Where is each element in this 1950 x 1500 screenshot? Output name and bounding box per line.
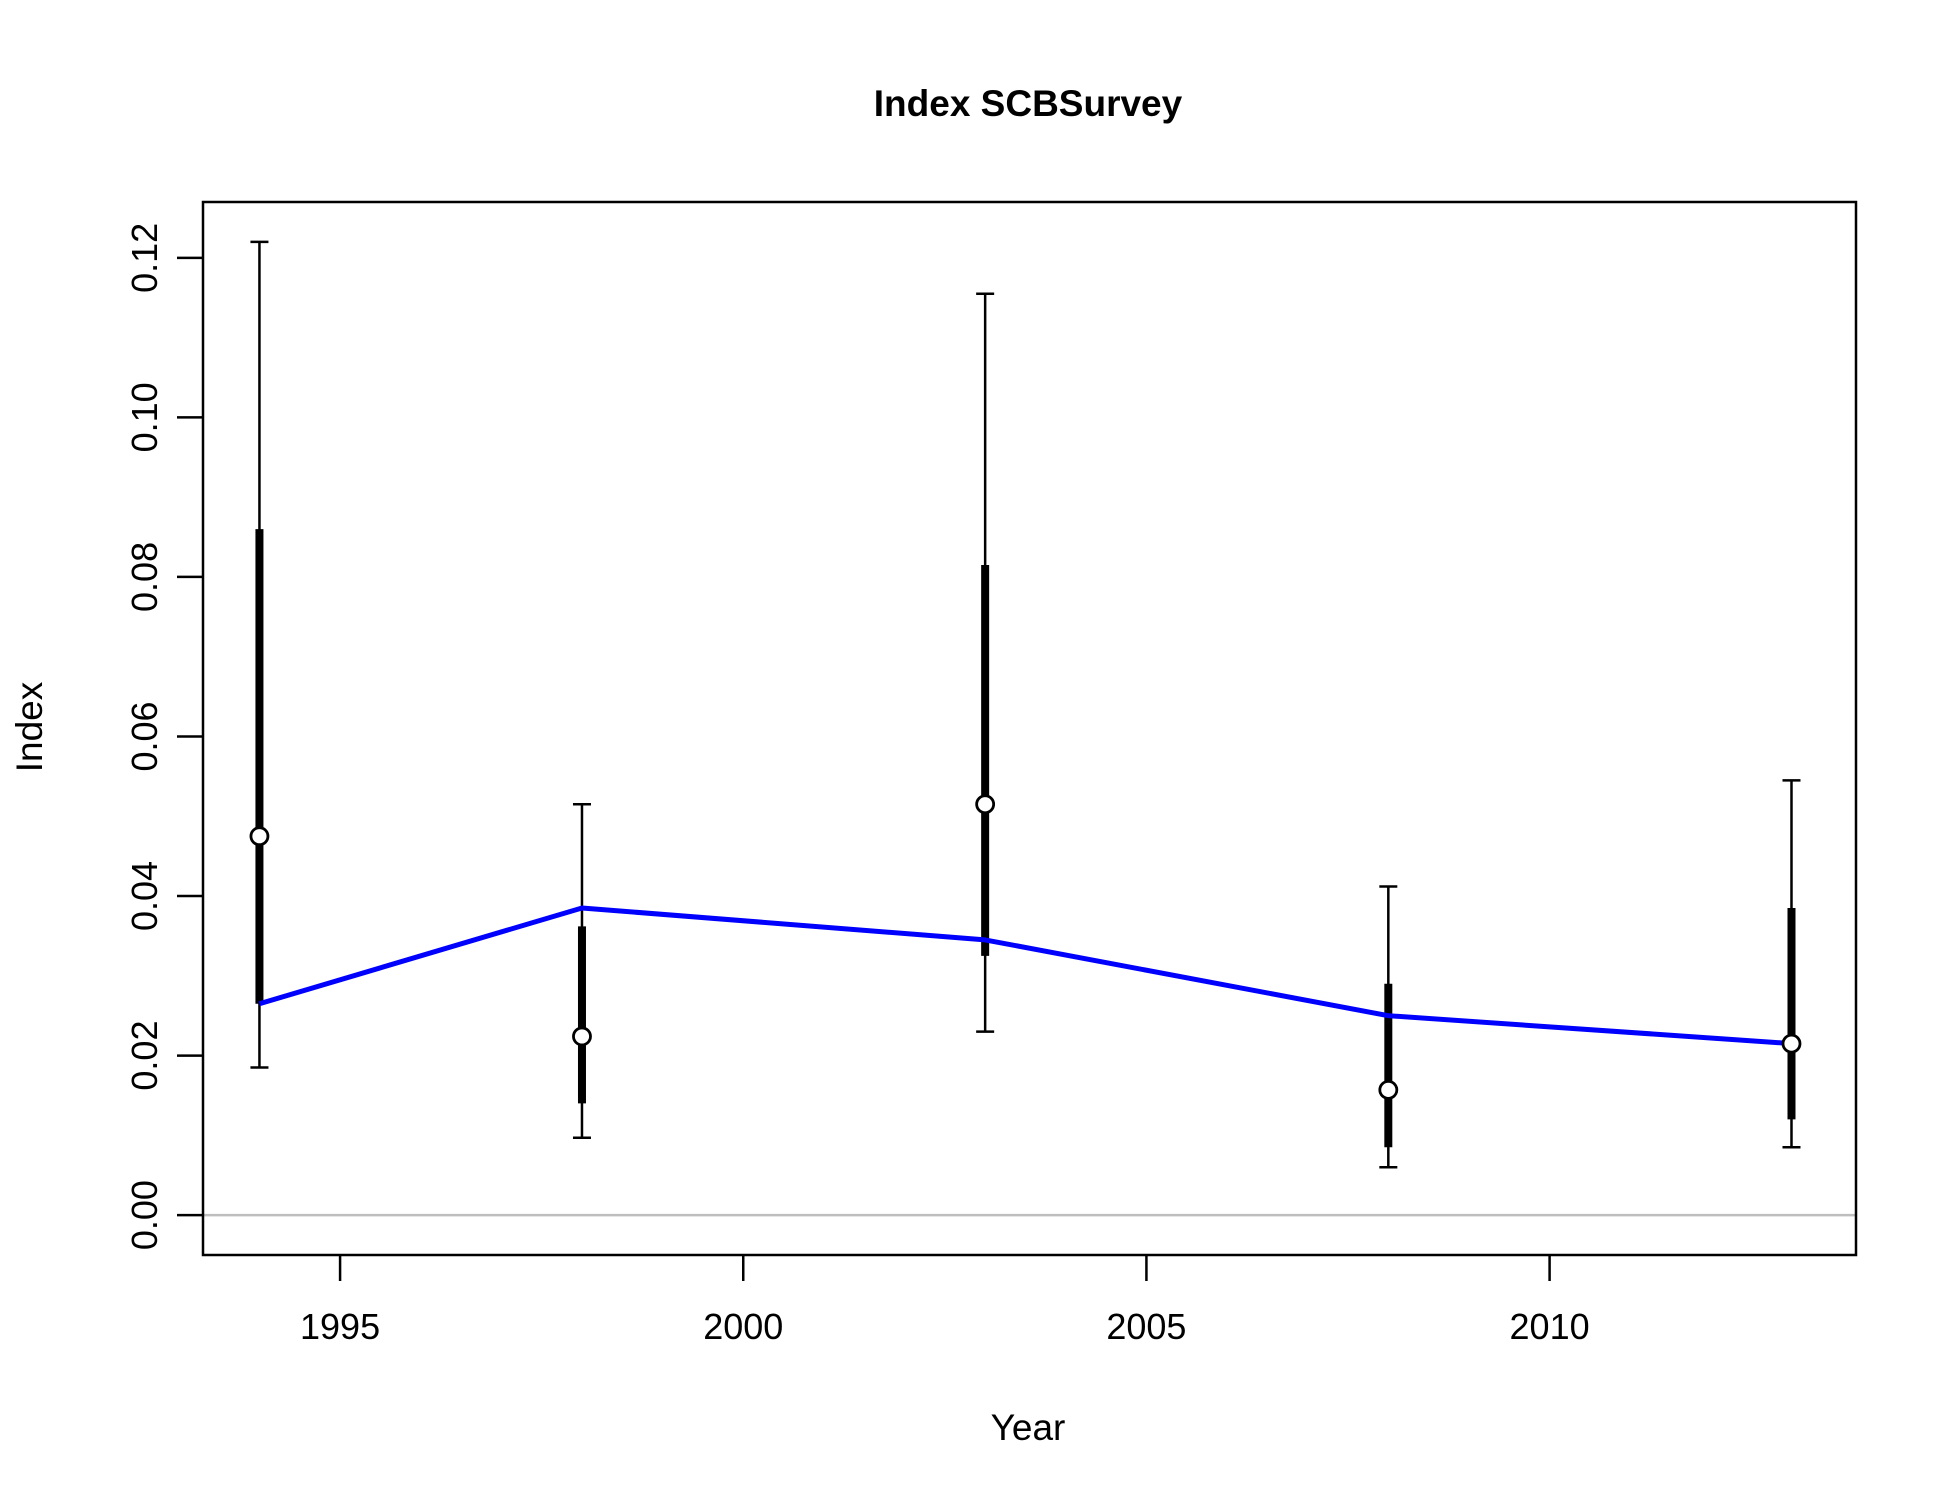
x-tick-label: 2005 [1106, 1306, 1186, 1347]
x-axis: 1995 2000 2005 2010 [300, 1255, 1590, 1347]
x-tick-label: 2000 [703, 1306, 783, 1347]
y-tick-label: 0.06 [124, 701, 165, 771]
observed-point [1378, 1079, 1399, 1100]
expected-line [258, 905, 1792, 1047]
x-tick-label: 1995 [300, 1306, 380, 1347]
plot-area [201, 200, 1858, 1257]
x-axis-label: Year [991, 1407, 1066, 1448]
observed-point [249, 826, 270, 847]
y-tick-label: 0.08 [124, 542, 165, 612]
x-tick-label: 2010 [1510, 1306, 1590, 1347]
plot-frame [201, 200, 1858, 1257]
y-tick-label: 0.04 [124, 861, 165, 931]
y-tick-label: 0.02 [124, 1021, 165, 1091]
y-tick-label: 0.00 [124, 1180, 165, 1250]
observed-point [1781, 1033, 1802, 1054]
y-tick-label: 0.12 [124, 223, 165, 293]
observed-point [975, 794, 996, 815]
y-axis: 0.00 0.02 0.04 0.06 0.08 0.10 0.12 [124, 223, 203, 1250]
y-axis-label: Index [9, 681, 50, 772]
observed-point [572, 1026, 592, 1047]
y-tick-label: 0.10 [124, 382, 165, 452]
chart-title: Index SCBSurvey [874, 83, 1183, 124]
